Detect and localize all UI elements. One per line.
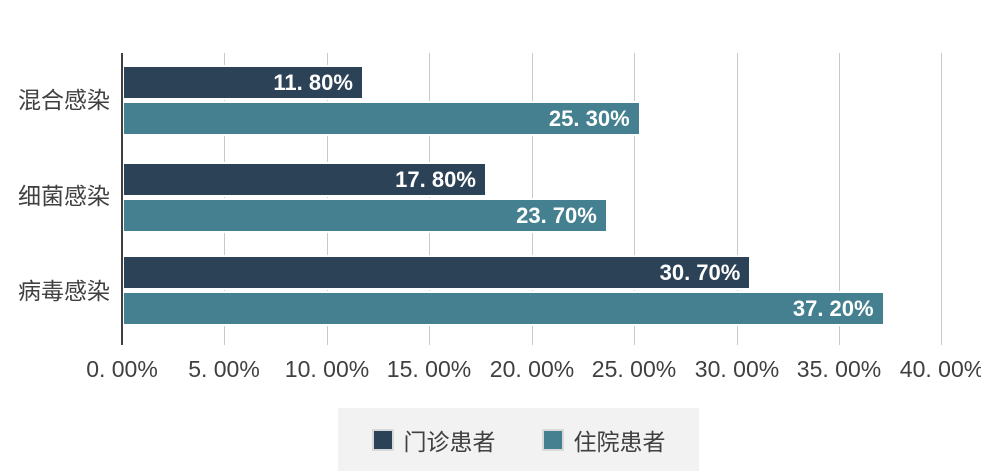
bar-value-label: 37. 20% bbox=[792, 295, 874, 321]
x-tick-15: 15. 00% bbox=[386, 356, 472, 382]
x-tick-35: 35. 00% bbox=[796, 356, 882, 382]
bar-value-label: 30. 70% bbox=[659, 259, 741, 285]
legend-swatch-inpatient-icon bbox=[541, 428, 564, 451]
x-tick-25: 25. 00% bbox=[591, 356, 677, 382]
chart-legend: 门诊患者 住院患者 bbox=[338, 408, 699, 471]
category-label-mixed-infection: 混合感染 bbox=[18, 87, 110, 113]
bar-outpatient-viral-infection: 30. 70% bbox=[122, 255, 752, 290]
bar-inpatient-mixed-infection: 25. 30% bbox=[122, 101, 641, 136]
gridline bbox=[941, 53, 942, 345]
bar-value-label: 11. 80% bbox=[273, 69, 353, 95]
category-label-bacterial-infection: 细菌感染 bbox=[18, 183, 110, 209]
x-tick-0: 0. 00% bbox=[86, 356, 158, 382]
bar-value-label: 25. 30% bbox=[548, 105, 630, 131]
bar-outpatient-mixed-infection: 11. 80% bbox=[122, 65, 364, 100]
bar-outpatient-bacterial-infection: 17. 80% bbox=[122, 162, 487, 197]
bar-value-label: 17. 80% bbox=[395, 166, 476, 192]
x-tick-40: 40. 00% bbox=[899, 356, 981, 382]
value-axis-line bbox=[121, 53, 123, 345]
legend-label-inpatient: 住院患者 bbox=[573, 428, 666, 455]
bar-inpatient-viral-infection: 37. 20% bbox=[122, 291, 885, 326]
x-tick-5: 5. 00% bbox=[188, 356, 260, 382]
x-tick-20: 20. 00% bbox=[489, 356, 575, 382]
gridline bbox=[634, 53, 635, 345]
x-tick-10: 10. 00% bbox=[284, 356, 370, 382]
gridline bbox=[839, 53, 840, 345]
gridline bbox=[737, 53, 738, 345]
bar-value-label: 23. 70% bbox=[516, 202, 597, 228]
plot-area: 11. 80% 25. 30% 17. 80% 23. 70% 30. 70% … bbox=[121, 53, 942, 345]
bar-inpatient-bacterial-infection: 23. 70% bbox=[122, 198, 608, 233]
category-label-viral-infection: 病毒感染 bbox=[18, 278, 110, 304]
legend-item-outpatient: 门诊患者 bbox=[371, 423, 496, 457]
legend-swatch-outpatient-icon bbox=[371, 428, 394, 451]
x-tick-30: 30. 00% bbox=[694, 356, 780, 382]
legend-item-inpatient: 住院患者 bbox=[541, 423, 666, 457]
legend-label-outpatient: 门诊患者 bbox=[403, 428, 496, 455]
